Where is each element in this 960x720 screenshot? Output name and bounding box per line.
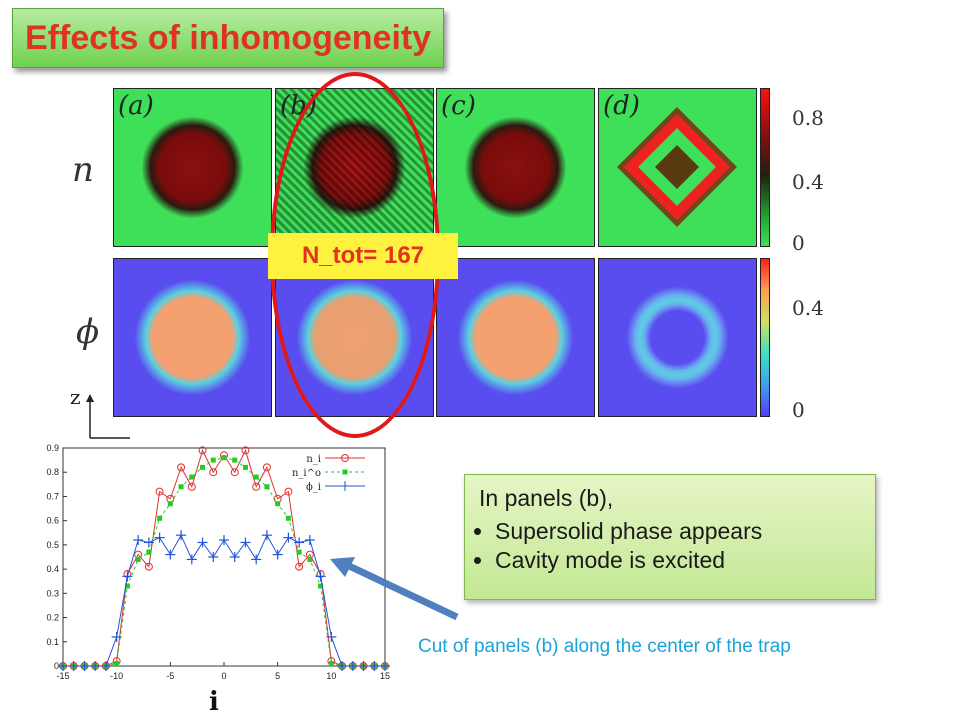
panel-d-density: (d) [598,88,757,247]
colorbar-phi [760,258,770,417]
data-point [284,487,293,496]
callout-bullets: Supersolid phase appears Cavity mode is … [479,518,861,574]
callout-box: In panels (b), Supersolid phase appears … [464,474,876,600]
y-tick-label: 0.7 [46,491,59,501]
x-tick-label: 0 [221,671,226,681]
data-point [230,468,239,477]
caption: Cut of panels (b) along the center of th… [418,636,791,657]
x-tick-label: 15 [380,671,390,681]
cut-profile-chart: -15 -10 -5 0 5 10 15 0 0.1 0.2 0.3 0.4 0.5 0.6 0.7 0.8 0… [46,443,390,715]
colorbar-density-tick: 0.4 [792,170,824,194]
callout-bullet: Cavity mode is excited [495,547,861,574]
y-tick-label: 0.5 [46,540,59,550]
colorbar-density-tick: 0.8 [792,106,824,130]
panel-label-c: (c) [441,91,476,121]
pointer-arrow-icon [330,557,459,621]
data-point [177,463,186,472]
data-point [232,457,238,463]
data-point [264,484,270,490]
y-tick-label: 0.2 [46,613,59,623]
panel-c-density: (c) [436,88,595,247]
data-point [155,487,164,496]
data-point [328,661,334,667]
legend-marker [341,454,349,462]
colorbar-density-tick: 0 [792,231,805,255]
data-point [114,661,120,667]
x-tick-label: -5 [166,671,174,681]
row-label-n: n [72,150,94,190]
y-tick-label: 0.4 [46,564,59,574]
data-point [209,468,218,477]
x-tick-label: 5 [275,671,280,681]
x-axis-label: i [209,687,219,715]
axis-arrow-icon [86,394,130,439]
data-point [221,455,227,461]
data-point [318,583,324,589]
ntot-label: N_tot= 167 [268,233,458,279]
y-tick-label: 0.9 [46,443,59,453]
data-point [157,515,163,521]
data-point [296,549,302,555]
data-point [242,464,248,470]
y-tick-label: 0 [54,661,59,671]
y-tick-label: 0.3 [46,588,59,598]
data-point [253,474,259,480]
data-point [275,501,281,507]
y-tick-label: 0.6 [46,516,59,526]
x-tick-label: -15 [56,671,69,681]
panel-label-d: (d) [603,91,640,121]
panel-d-phi [598,258,757,417]
row-label-phi: ϕ [76,312,100,352]
axis-label-z: z [70,385,81,409]
data-point [241,446,250,455]
data-point [307,556,313,562]
x-tick-label: 10 [326,671,336,681]
colorbar-density [760,88,770,247]
panel-c-phi [436,258,595,417]
colorbar-phi-tick: 0.4 [792,296,824,320]
panel-a-density: (a) [113,88,272,247]
legend-label: n_i [306,454,321,465]
panel-label-a: (a) [118,91,154,121]
data-point [189,474,195,480]
data-point [124,583,130,589]
y-tick-label: 0.1 [46,637,59,647]
x-tick-label: -10 [110,671,123,681]
data-point [252,482,261,491]
legend-label: ϕ_i [306,482,321,493]
callout-bullet: Supersolid phase appears [495,518,861,545]
data-point [146,549,152,555]
title-banner: Effects of inhomogeneity [12,8,445,68]
data-point [135,556,141,562]
y-tick-label: 0.8 [46,467,59,477]
data-point [144,562,153,571]
data-point [178,484,184,490]
data-point [210,457,216,463]
data-point [200,464,206,470]
legend-marker [342,469,348,475]
slide-title: Effects of inhomogeneity [25,18,432,57]
callout-heading: In panels (b), [479,485,614,511]
legend-label: n_i^o [292,468,321,479]
data-point [262,463,271,472]
panel-a-phi [113,258,272,417]
data-point [295,562,304,571]
data-point [167,501,173,507]
data-point [285,515,291,521]
data-point [187,482,196,491]
colorbar-phi-tick: 0 [792,398,805,422]
data-point [198,446,207,455]
